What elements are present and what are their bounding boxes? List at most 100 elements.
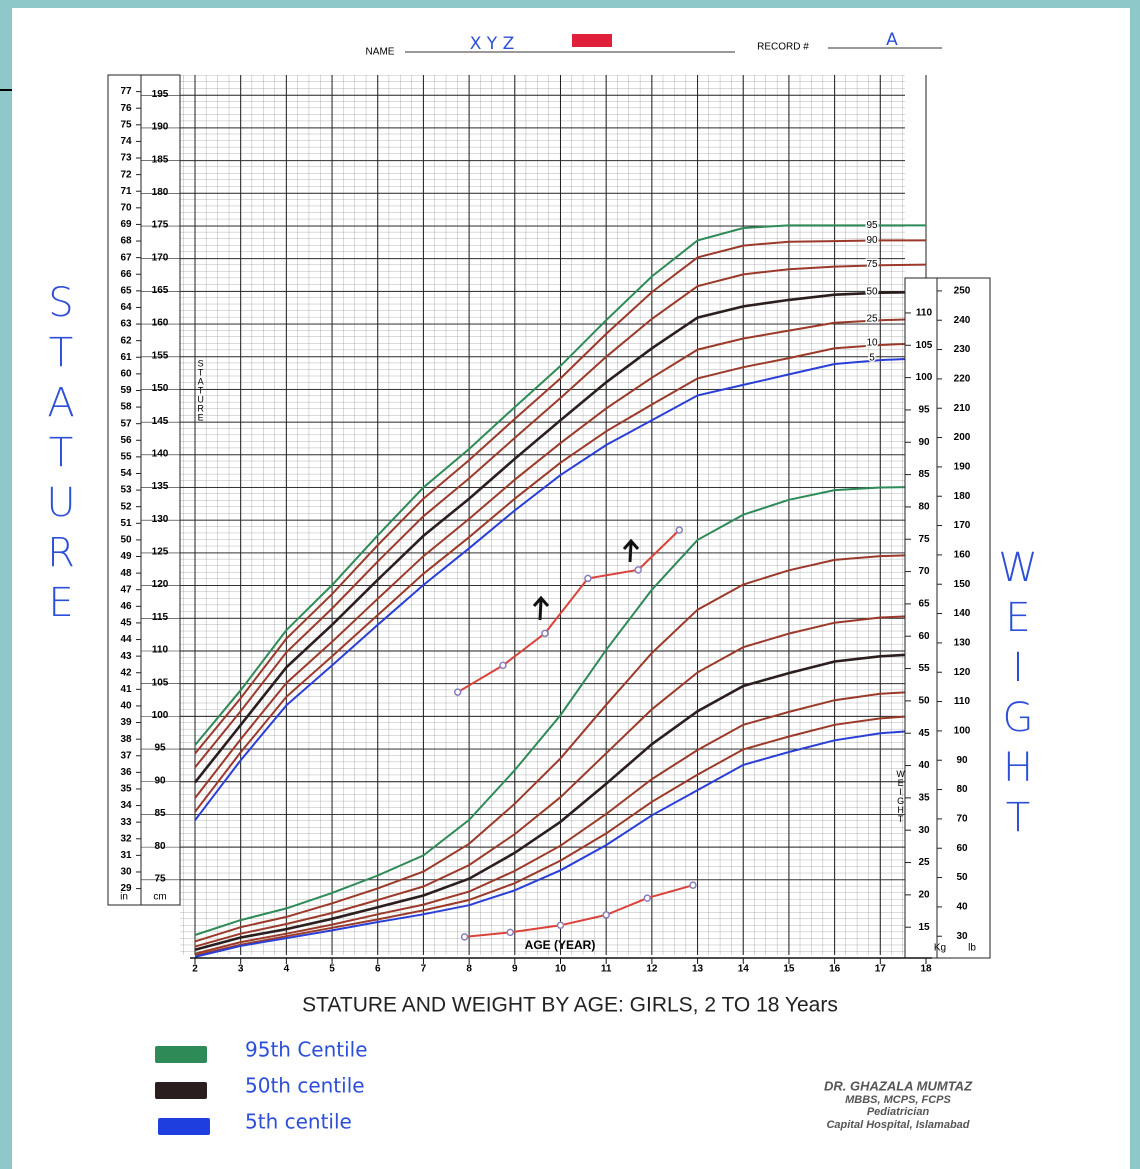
y-tick-label: 75 [120, 119, 132, 130]
y-tick-label: 30 [120, 867, 132, 878]
y-tick-label: 70 [120, 202, 132, 213]
y-tick-label: 77 [120, 86, 132, 97]
y2-tick-label: 70 [956, 814, 968, 825]
y-tick-label: 170 [152, 252, 169, 263]
y-tick-label: 125 [152, 547, 169, 558]
y-tick-label: 53 [120, 485, 132, 496]
minor-grid [180, 75, 905, 955]
y-tick-label: 44 [120, 634, 132, 645]
y-tick-label: 130 [152, 514, 169, 525]
y-tick-label: 65 [120, 285, 132, 296]
y2-tick-label: 210 [954, 403, 971, 414]
axis-box [108, 75, 180, 905]
data-point [462, 934, 468, 940]
y-tick-label: 76 [120, 103, 132, 114]
y2-tick-label: 90 [918, 437, 930, 448]
y-tick-label: 31 [120, 850, 132, 861]
y2-tick-label: 90 [956, 755, 968, 766]
x-tick-label: 16 [829, 964, 841, 975]
y-tick-label: 160 [152, 318, 169, 329]
centile-label: 5 [869, 353, 875, 364]
y-tick-label: 68 [120, 236, 132, 247]
redaction [572, 34, 612, 47]
y2-tick-label: 110 [916, 308, 933, 319]
axis-unit: Kg [934, 943, 946, 954]
centile-label: 50 [866, 287, 878, 298]
y2-tick-label: 80 [918, 502, 930, 513]
weight-axis-label: WEIGHT [896, 769, 906, 823]
y-tick-label: 150 [152, 383, 169, 394]
chart: NAME X Y Z RECORD # A STATURE AND WEIGHT… [0, 0, 1140, 1169]
y-tick-label: 34 [120, 800, 132, 811]
y2-tick-label: 40 [918, 760, 930, 771]
y2-tick-label: 30 [918, 825, 930, 836]
axis-unit: lb [968, 943, 976, 954]
y-tick-label: 195 [152, 89, 169, 100]
x-tick-label: 9 [512, 964, 518, 975]
x-tick-label: 10 [555, 964, 567, 975]
y-tick-label: 42 [120, 667, 132, 678]
y-tick-label: 35 [120, 784, 132, 795]
y-tick-label: 58 [120, 402, 132, 413]
y-tick-label: 90 [154, 775, 166, 786]
x-tick-label: 17 [875, 964, 887, 975]
y-tick-label: 59 [120, 385, 132, 396]
legend-swatch [155, 1082, 207, 1099]
y-tick-label: 32 [120, 833, 132, 844]
y-tick-label: 52 [120, 501, 132, 512]
legend-swatch [155, 1046, 207, 1063]
y-tick-label: 71 [120, 186, 132, 197]
legend-label: 95th Centile [245, 1038, 368, 1062]
y-tick-label: 75 [154, 873, 166, 884]
y2-tick-label: 40 [956, 902, 968, 913]
y2-tick-label: 130 [954, 638, 971, 649]
y-tick-label: 100 [152, 710, 169, 721]
y2-tick-label: 45 [918, 728, 930, 739]
y2-tick-label: 25 [918, 857, 930, 868]
y2-tick-label: 35 [918, 793, 930, 804]
x-tick-label: 8 [466, 964, 472, 975]
side-label: WEIGHT [995, 545, 1041, 845]
y-tick-label: 175 [152, 220, 169, 231]
y-tick-label: 61 [120, 352, 132, 363]
y-tick-label: 50 [120, 535, 132, 546]
y-tick-label: 140 [152, 448, 169, 459]
y-tick-label: 180 [152, 187, 169, 198]
data-point [500, 662, 506, 668]
footer-line: DR. GHAZALA MUMTAZ [824, 1078, 973, 1093]
y2-tick-label: 240 [954, 315, 971, 326]
x-tick-label: 5 [329, 964, 335, 975]
data-point [455, 689, 461, 695]
y2-tick-label: 70 [918, 566, 930, 577]
y2-tick-label: 190 [954, 462, 971, 473]
y-tick-label: 41 [120, 684, 132, 695]
y2-tick-label: 250 [954, 286, 971, 297]
y-tick-label: 69 [120, 219, 132, 230]
y2-tick-label: 120 [954, 667, 971, 678]
y2-tick-label: 180 [954, 491, 971, 502]
y-tick-label: 36 [120, 767, 132, 778]
y2-tick-label: 230 [954, 344, 971, 355]
y-tick-label: 54 [120, 468, 132, 479]
y2-tick-label: 85 [918, 469, 930, 480]
centile-label: 95 [866, 220, 878, 231]
data-point [635, 567, 641, 573]
y-tick-label: 55 [120, 452, 132, 463]
data-point [676, 527, 682, 533]
y-tick-label: 40 [120, 701, 132, 712]
y-tick-label: 47 [120, 584, 132, 595]
y-tick-label: 49 [120, 551, 132, 562]
y-tick-label: 56 [120, 435, 132, 446]
y-tick-label: 115 [152, 612, 169, 623]
y-tick-label: 66 [120, 269, 132, 280]
y2-tick-label: 50 [956, 872, 968, 883]
y-tick-label: 48 [120, 568, 132, 579]
record-value: A [886, 30, 898, 50]
y-tick-label: 43 [120, 651, 132, 662]
y-tick-label: 46 [120, 601, 132, 612]
y2-tick-label: 150 [954, 579, 971, 590]
x-tick-label: 6 [375, 964, 381, 975]
y2-tick-label: 55 [918, 663, 930, 674]
y-tick-label: 62 [120, 335, 132, 346]
x-tick-label: 14 [738, 964, 750, 975]
